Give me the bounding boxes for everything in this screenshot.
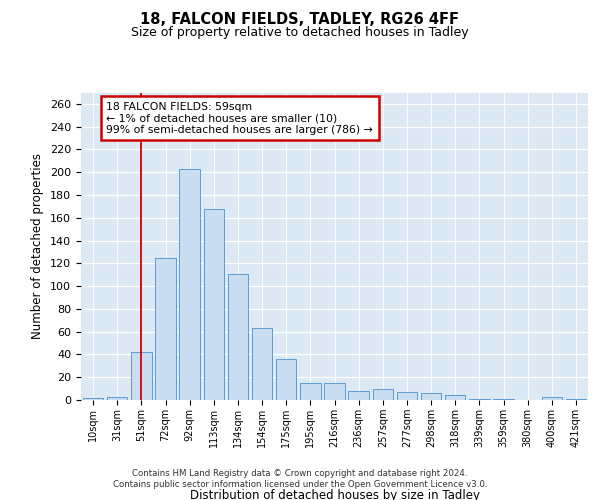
Bar [542,396,562,400]
Bar [469,399,490,400]
Bar [324,383,345,400]
Text: Contains public sector information licensed under the Open Government Licence v3: Contains public sector information licen… [113,480,487,489]
Bar [179,169,200,400]
Text: Size of property relative to detached houses in Tadley: Size of property relative to detached ho… [131,26,469,39]
Bar [397,392,417,400]
Bar [131,352,152,400]
Bar [227,274,248,400]
Bar [252,328,272,400]
Bar [373,388,393,400]
Y-axis label: Number of detached properties: Number of detached properties [31,153,44,339]
Bar [155,258,176,400]
Bar [276,359,296,400]
Bar [300,383,320,400]
Bar [493,399,514,400]
Bar [421,393,442,400]
Bar [83,398,103,400]
Bar [203,208,224,400]
Bar [107,396,127,400]
X-axis label: Distribution of detached houses by size in Tadley: Distribution of detached houses by size … [190,489,479,500]
Text: 18 FALCON FIELDS: 59sqm
← 1% of detached houses are smaller (10)
99% of semi-det: 18 FALCON FIELDS: 59sqm ← 1% of detached… [106,102,373,135]
Bar [566,399,586,400]
Text: 18, FALCON FIELDS, TADLEY, RG26 4FF: 18, FALCON FIELDS, TADLEY, RG26 4FF [140,12,460,28]
Bar [445,396,466,400]
Bar [349,391,369,400]
Text: Contains HM Land Registry data © Crown copyright and database right 2024.: Contains HM Land Registry data © Crown c… [132,468,468,477]
